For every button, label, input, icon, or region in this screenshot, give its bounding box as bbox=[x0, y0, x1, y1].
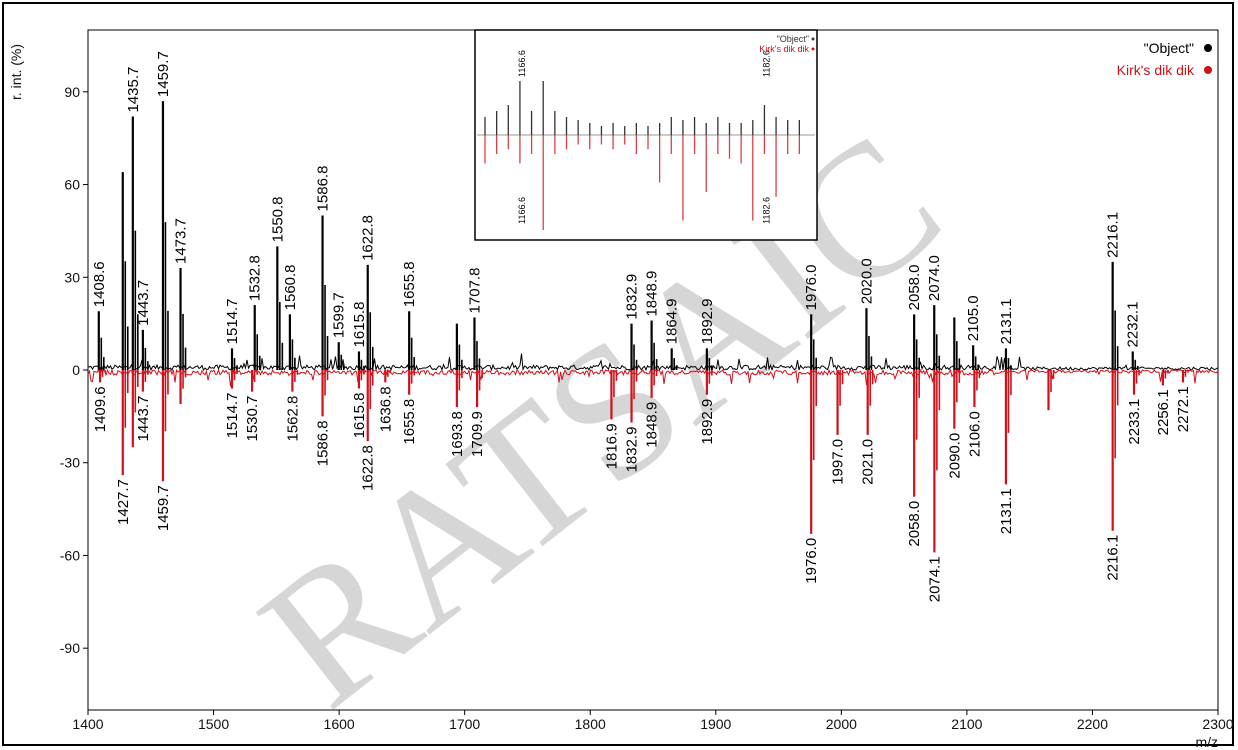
object-peak-label: 2216.1 bbox=[1105, 212, 1122, 258]
object-peak-label: 1473.7 bbox=[173, 218, 190, 264]
x-tick-label: 1900 bbox=[700, 716, 731, 732]
kirks-dik-dik-peak-label: 1693.8 bbox=[449, 411, 466, 457]
x-tick-label: 1800 bbox=[575, 716, 606, 732]
legend-marker bbox=[1204, 66, 1212, 74]
inset-legend-label: "Object" bbox=[777, 34, 809, 44]
inset-legend-label: Kirk's dik dik bbox=[759, 44, 809, 54]
object-peak-label: 1459.7 bbox=[155, 51, 172, 97]
kirks-dik-dik-peak-label: 1816.9 bbox=[603, 423, 620, 469]
kirks-dik-dik-peak-label: 2090.0 bbox=[946, 433, 963, 479]
x-tick-label: 2200 bbox=[1077, 716, 1108, 732]
x-tick-label: 1400 bbox=[72, 716, 103, 732]
object-peak-label: 1408.6 bbox=[91, 261, 108, 307]
kirks-dik-dik-peak-label: 2106.0 bbox=[966, 411, 983, 457]
x-tick-label: 2100 bbox=[951, 716, 982, 732]
kirks-dik-dik-peak-label: 1615.8 bbox=[351, 393, 368, 439]
kirks-dik-dik-peak-label: 1636.8 bbox=[377, 386, 394, 432]
kirks-dik-dik-peak-label: 1459.7 bbox=[155, 485, 172, 531]
y-axis-label: r. int. (%) bbox=[8, 44, 24, 100]
kirks-dik-dik-peak-label: 1848.9 bbox=[644, 402, 661, 448]
legend-label: Kirk's dik dik bbox=[1117, 62, 1195, 78]
object-peak-label: 1615.8 bbox=[351, 302, 368, 348]
object-peak-label: 1560.8 bbox=[282, 264, 299, 310]
object-peak-label: 2020.0 bbox=[858, 258, 875, 304]
y-tick-label: 60 bbox=[64, 177, 80, 193]
kirks-dik-dik-peak-label: 1832.9 bbox=[624, 427, 641, 473]
y-tick-label: 90 bbox=[64, 84, 80, 100]
x-tick-label: 1600 bbox=[324, 716, 355, 732]
kirks-dik-dik-peak-label: 2233.1 bbox=[1126, 399, 1143, 445]
kirks-dik-dik-peak-label: 1427.7 bbox=[115, 479, 132, 525]
legend-marker bbox=[1204, 44, 1212, 52]
inset-bottom-label: 1166.6 bbox=[517, 197, 527, 224]
inset-legend-marker bbox=[811, 47, 815, 51]
object-peak-label: 1586.8 bbox=[315, 166, 332, 212]
object-peak-label: 1443.7 bbox=[135, 280, 152, 326]
object-peak-label: 1864.9 bbox=[664, 298, 681, 344]
kirks-dik-dik-peak-label: 1976.0 bbox=[803, 538, 820, 584]
inset-legend-marker bbox=[811, 37, 815, 41]
series bbox=[87, 101, 1218, 553]
x-tick-label: 2300 bbox=[1202, 716, 1233, 732]
kirks-dik-dik-peak-label: 1530.7 bbox=[244, 396, 261, 442]
kirks-dik-dik-peak-label: 1892.9 bbox=[699, 399, 716, 445]
kirks-dik-dik-peak-label: 2216.1 bbox=[1105, 535, 1122, 581]
legend-label: "Object" bbox=[1144, 40, 1194, 56]
kirks-dik-dik-peak-label: 1562.8 bbox=[284, 396, 301, 442]
object-peak-label: 2232.1 bbox=[1125, 302, 1142, 348]
object-peak-label: 1892.9 bbox=[699, 298, 716, 344]
object-peak-label: 1707.8 bbox=[466, 268, 483, 314]
object-peak-label: 1655.8 bbox=[401, 261, 418, 307]
inset-top-label: 1182.6 bbox=[761, 50, 771, 77]
kirks-dik-dik-peak-label: 1586.8 bbox=[315, 420, 332, 466]
y-tick-label: -60 bbox=[60, 547, 80, 563]
x-tick-label: 1500 bbox=[198, 716, 229, 732]
object-peak-label: 1848.9 bbox=[644, 271, 661, 317]
x-tick-label: 2000 bbox=[826, 716, 857, 732]
object-peak-label: 2074.0 bbox=[926, 255, 943, 301]
object-peak-label: 1532.8 bbox=[247, 255, 264, 301]
y-tick-label: 0 bbox=[72, 362, 80, 378]
object-peak-label: 2105.0 bbox=[965, 295, 982, 341]
y-tick-label: -90 bbox=[60, 640, 80, 656]
object-peak-label: 1435.7 bbox=[125, 67, 142, 113]
peak-labels: 1408.6 1435.7 1443.7 1459.7 1473.7 1514.7 1532… bbox=[91, 51, 1192, 602]
kirks-dik-dik-peak-label: 2074.1 bbox=[926, 556, 943, 602]
object-peak-label: 1550.8 bbox=[269, 196, 286, 242]
inset-top-label: 1166.6 bbox=[517, 50, 527, 77]
y-tick-label: 30 bbox=[64, 269, 80, 285]
object-peak-label: 1832.9 bbox=[624, 274, 641, 320]
kirks-dik-dik-peak-label: 1655.8 bbox=[401, 399, 418, 445]
kirks-dik-dik-peak-label: 1409.6 bbox=[92, 386, 109, 432]
kirks-dik-dik-peak-label: 2021.0 bbox=[860, 439, 877, 485]
inset-bottom-label: 1182.6 bbox=[761, 197, 771, 224]
kirks-dik-dik-peak-label: 1622.8 bbox=[360, 445, 377, 491]
kirks-dik-dik-peak-label: 2272.1 bbox=[1175, 386, 1192, 432]
object-peak-label: 1976.0 bbox=[803, 264, 820, 310]
y-tick-label: -30 bbox=[60, 455, 80, 471]
object-peak-label: 2131.1 bbox=[998, 298, 1015, 344]
object-peak-label: 2058.0 bbox=[906, 264, 923, 310]
object-peak-label: 1599.7 bbox=[331, 292, 348, 338]
kirks-dik-dik-peak-label: 2256.1 bbox=[1155, 389, 1172, 435]
kirks-dik-dik-baseline bbox=[87, 368, 1218, 387]
kirks-dik-dik-peak-label: 1514.7 bbox=[224, 393, 241, 439]
kirks-dik-dik-peak-label: 2131.1 bbox=[998, 488, 1015, 534]
inset-chart: 1166.6 1182.6 1166.6 1182.6 "Object"Kirk's d… bbox=[474, 29, 818, 241]
object-peak-label: 1622.8 bbox=[360, 215, 377, 261]
x-tick-label: 1700 bbox=[449, 716, 480, 732]
x-axis-label: m/z bbox=[1195, 734, 1218, 750]
object-peak-label: 1514.7 bbox=[224, 298, 241, 344]
ticks: 1400 1500 1600 1700 1800 1900 2000 2100 2200 2300… bbox=[60, 84, 1234, 732]
kirks-dik-dik-peak-label: 1709.9 bbox=[469, 411, 486, 457]
kirks-dik-dik-peak-label: 2058.0 bbox=[906, 501, 923, 547]
kirks-dik-dik-peak-label: 1997.0 bbox=[830, 439, 847, 485]
legend: "Object" Kirk's dik dik bbox=[1117, 40, 1212, 78]
kirks-dik-dik-peak-label: 1443.7 bbox=[135, 396, 152, 442]
